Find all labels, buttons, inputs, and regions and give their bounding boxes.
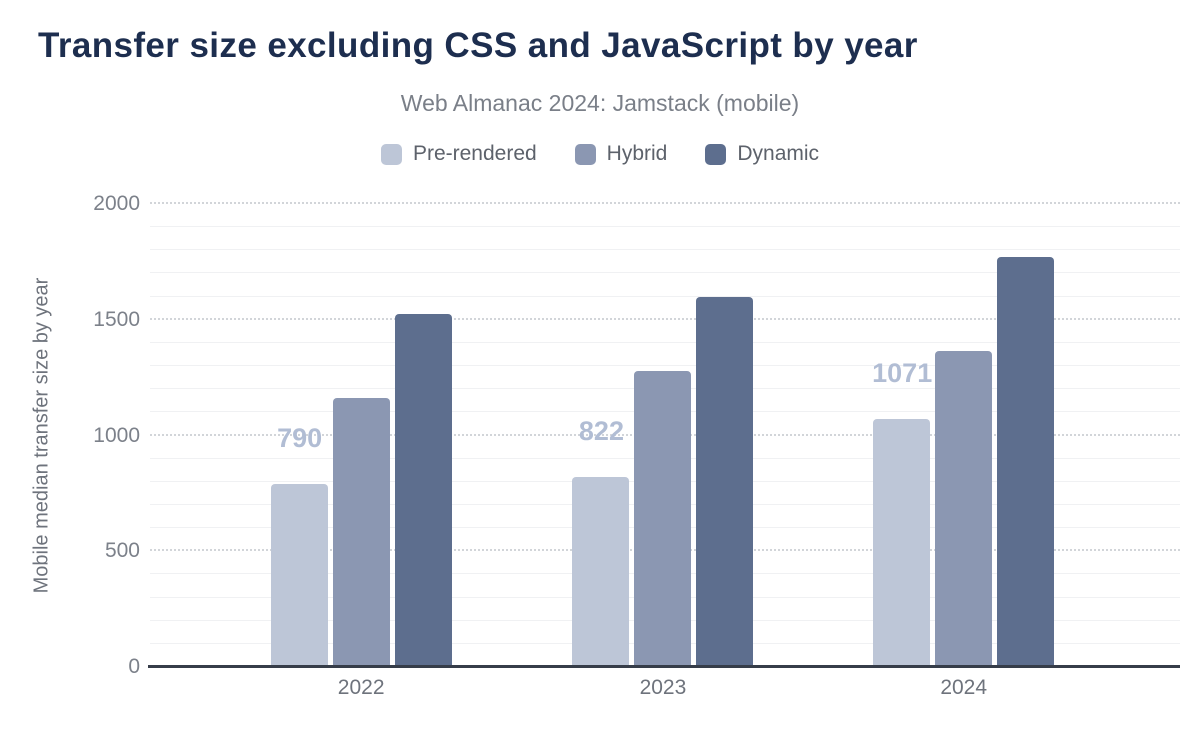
x-axis-line bbox=[148, 665, 1180, 668]
data-label-2024: 1071 bbox=[872, 358, 933, 389]
bar-2022-hybrid bbox=[332, 398, 390, 667]
legend-item-pre-rendered: Pre-rendered bbox=[380, 142, 537, 166]
y-tick-label: 2000 bbox=[93, 192, 140, 215]
data-label-2023: 822 bbox=[578, 415, 624, 446]
legend-swatch-icon bbox=[705, 143, 727, 165]
legend-item-hybrid: Hybrid bbox=[574, 142, 668, 166]
chart-subtitle: Web Almanac 2024: Jamstack (mobile) bbox=[400, 90, 800, 116]
major-gridline bbox=[150, 202, 1180, 204]
minor-gridline bbox=[150, 272, 1180, 274]
legend-swatch-icon bbox=[574, 143, 596, 165]
legend-label: Hybrid bbox=[606, 142, 668, 165]
legend-swatch-icon bbox=[380, 143, 402, 165]
legend-item-dynamic: Dynamic bbox=[705, 142, 819, 166]
bar-2023-dynamic bbox=[696, 296, 754, 667]
bar-group-2024 bbox=[873, 204, 1055, 667]
x-tick-label-2024: 2024 bbox=[940, 676, 988, 699]
legend: Pre-rendered Hybrid Dynamic bbox=[0, 142, 1200, 166]
bar-2023-hybrid bbox=[634, 371, 692, 667]
minor-gridline bbox=[150, 226, 1180, 228]
bar-group-2022 bbox=[270, 204, 452, 667]
y-tick-label: 1500 bbox=[93, 307, 140, 331]
legend-label: Dynamic bbox=[737, 142, 820, 165]
bar-2024-hybrid bbox=[935, 351, 993, 667]
major-gridline bbox=[150, 317, 1180, 320]
minor-gridline bbox=[150, 249, 1180, 251]
minor-gridline bbox=[150, 365, 1180, 367]
bar-2024-dynamic bbox=[997, 256, 1055, 667]
minor-gridline bbox=[150, 295, 1180, 297]
minor-gridline bbox=[150, 341, 1180, 343]
legend-label: Pre-rendered bbox=[412, 142, 537, 165]
y-tick-label: 500 bbox=[104, 539, 140, 563]
bar-2022-pre-rendered bbox=[270, 484, 328, 667]
data-label-2022: 790 bbox=[277, 423, 323, 454]
chart-title: Transfer size excluding CSS and JavaScri… bbox=[38, 26, 918, 65]
plot-area: 790 822 1071 bbox=[150, 202, 1180, 667]
bar-2023-pre-rendered bbox=[572, 476, 630, 667]
x-tick-label-2023: 2023 bbox=[639, 676, 687, 699]
x-tick-label-2022: 2022 bbox=[337, 676, 385, 699]
bar-group-2023 bbox=[572, 204, 754, 667]
bar-2024-pre-rendered bbox=[873, 419, 931, 667]
y-tick-label: 0 bbox=[128, 655, 140, 678]
bar-2022-dynamic bbox=[394, 313, 452, 667]
y-tick-label: 1000 bbox=[93, 423, 140, 447]
